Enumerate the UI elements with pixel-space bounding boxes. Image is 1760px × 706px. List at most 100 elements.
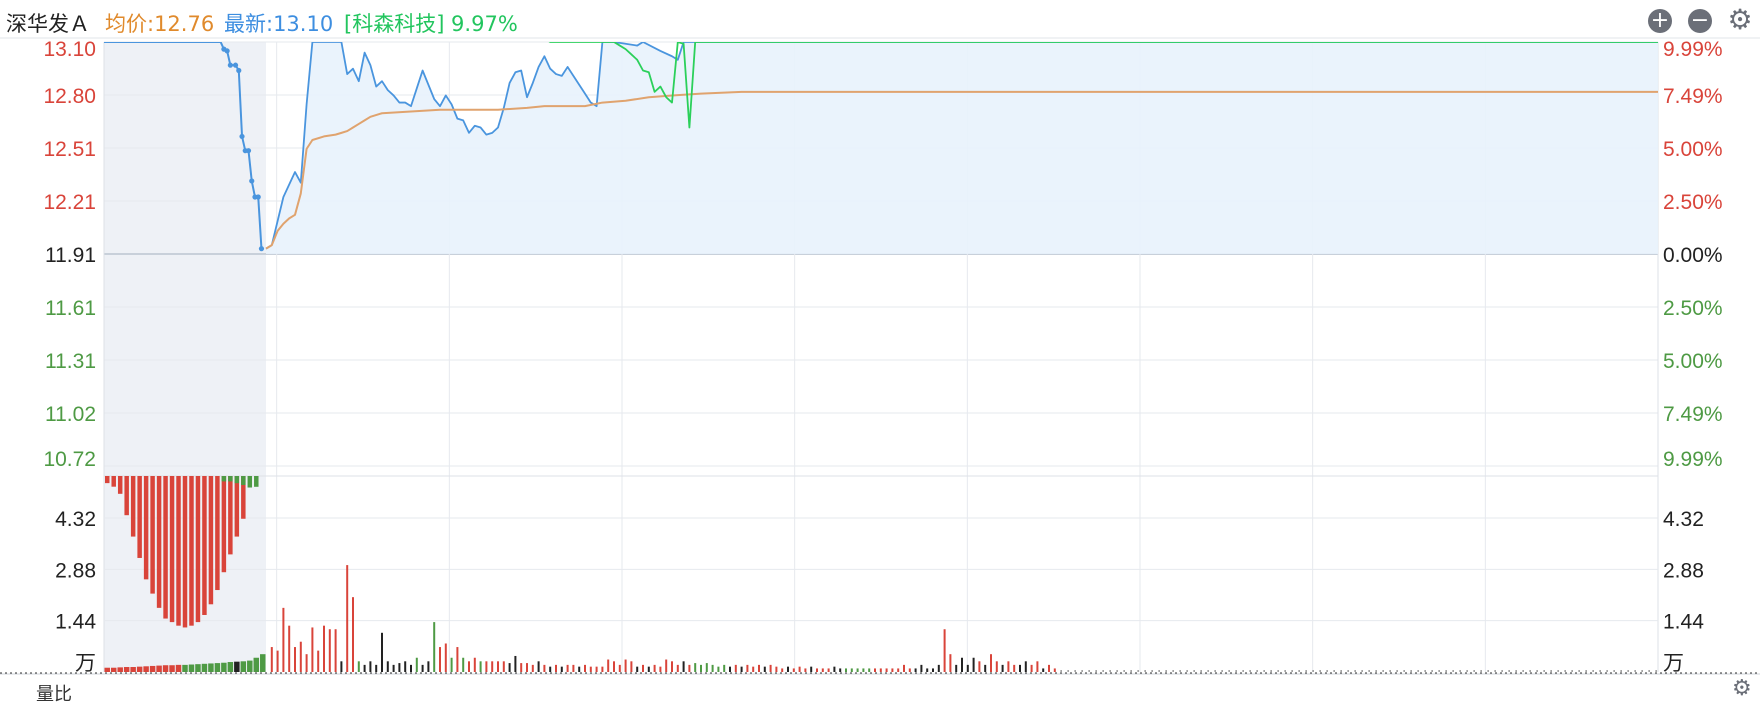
last-price-label: 最新:13.10 xyxy=(224,12,334,36)
volume-unit-label-right: 万 xyxy=(1663,652,1684,675)
volume-bar xyxy=(433,622,436,672)
price-tick-label: 13.10 xyxy=(43,38,96,61)
volume-bar xyxy=(961,657,963,672)
volume-bar xyxy=(688,664,691,672)
percent-tick-label: 7.49% xyxy=(1663,403,1723,426)
pre-market-price-dot xyxy=(249,178,255,184)
volume-bar xyxy=(537,661,540,672)
volume-bar xyxy=(1019,664,1021,672)
volume-bar xyxy=(682,661,685,672)
volume-bar xyxy=(932,668,934,672)
volume-bar xyxy=(792,668,795,672)
volume-bar xyxy=(346,565,349,672)
percent-tick-label: 5.00% xyxy=(1663,138,1723,161)
volume-bar xyxy=(810,666,813,672)
minus-circle-icon[interactable]: − xyxy=(1688,9,1712,33)
compare-stock-line xyxy=(548,42,1658,129)
gear-icon[interactable]: ⚙ xyxy=(1732,676,1752,701)
percent-tick-label: 2.50% xyxy=(1663,191,1723,214)
volume-bar xyxy=(903,664,905,672)
volume-bar xyxy=(676,664,679,672)
pre-market-ratio-tail-bar xyxy=(254,476,259,487)
volume-bar xyxy=(711,664,714,672)
volume-bar xyxy=(311,627,314,672)
pre-market-volume-bar xyxy=(143,666,149,672)
pre-market-volume-bar xyxy=(123,667,130,672)
pre-market-ratio-bar xyxy=(150,476,155,594)
volume-bar xyxy=(642,664,644,672)
pre-market-ratio-bar xyxy=(195,476,201,623)
volume-bar xyxy=(444,643,447,672)
pre-market-ratio-bar xyxy=(143,476,149,580)
stock-name: 深华发Ａ xyxy=(6,12,90,36)
volume-tick-label-right: 2.88 xyxy=(1663,559,1704,582)
volume-bar xyxy=(659,666,662,672)
gear-icon[interactable]: ⚙ xyxy=(1727,3,1753,36)
pre-market-price-dot xyxy=(232,62,239,68)
volume-bar xyxy=(543,664,546,672)
volume-bar xyxy=(607,659,610,672)
pre-market-volume-bar xyxy=(110,667,117,672)
pre-market-volume-bar xyxy=(130,667,136,672)
volume-bar xyxy=(375,664,378,672)
volume-bar xyxy=(781,668,784,672)
volume-bar xyxy=(502,661,505,672)
volume-bar xyxy=(769,664,772,672)
volume-bar xyxy=(415,657,418,672)
pre-market-volume-bar xyxy=(221,662,227,672)
volume-bar xyxy=(897,668,900,672)
volume-bar xyxy=(589,666,592,672)
volume-bar xyxy=(584,664,586,672)
volume-bar xyxy=(294,647,296,672)
pre-market-volume-bar xyxy=(227,662,234,672)
price-tick-label: 12.51 xyxy=(43,138,96,161)
volume-bar xyxy=(276,650,279,672)
volume-bar xyxy=(386,661,389,672)
pre-market-volume-bar xyxy=(156,665,162,672)
volume-bar xyxy=(833,666,836,672)
pre-market-ratio-tail-bar xyxy=(234,476,240,484)
pre-market-volume-bar xyxy=(234,661,240,672)
volume-bar xyxy=(328,629,331,672)
volume-bar xyxy=(624,659,627,672)
volume-bar xyxy=(1024,661,1027,672)
volume-bar xyxy=(647,666,650,672)
volume-bar xyxy=(978,661,981,672)
volume-bar xyxy=(705,663,708,672)
volume-bar xyxy=(850,668,853,672)
volume-bar xyxy=(1001,664,1004,672)
pre-market-volume-bar xyxy=(149,665,156,672)
pre-market-ratio-bar xyxy=(208,476,214,605)
volume-bar xyxy=(862,668,865,672)
volume-bar xyxy=(995,661,998,672)
pre-market-volume-bar xyxy=(182,664,188,672)
compare-stock-label[interactable]: [科森科技] 9.97% xyxy=(344,12,518,36)
volume-bar xyxy=(427,661,430,672)
volume-bar xyxy=(560,666,563,672)
pre-market-ratio-tail-bar xyxy=(241,476,246,485)
pre-market-volume-bar xyxy=(104,667,110,672)
volume-bar xyxy=(369,661,372,672)
volume-bar xyxy=(1013,664,1016,672)
pre-market-ratio-bar xyxy=(176,476,181,626)
volume-bar xyxy=(1036,661,1039,672)
pre-market-ratio-tail-bar xyxy=(221,476,227,482)
volume-bar xyxy=(491,661,494,672)
pre-market-volume-bar xyxy=(162,665,169,672)
pre-market-volume-bar xyxy=(214,663,221,672)
volume-bar xyxy=(775,666,778,672)
volume-bar xyxy=(288,625,291,672)
pre-market-volume-bar xyxy=(175,664,182,672)
volume-bar xyxy=(943,629,946,672)
plus-circle-icon[interactable]: + xyxy=(1648,9,1672,33)
pre-market-ratio-bar xyxy=(234,476,240,537)
volume-bar xyxy=(410,664,412,672)
avg-price-label: 均价:12.76 xyxy=(105,12,215,36)
volume-bar xyxy=(323,625,325,672)
volume-bar xyxy=(839,668,842,672)
volume-bar xyxy=(352,597,354,672)
pre-market-ratio-tail-bar xyxy=(228,476,233,482)
pre-market-ratio-bar xyxy=(111,476,116,487)
intraday-chart: 深华发Ａ 均价:12.76 最新:13.10 [科森科技] 9.97% + − … xyxy=(0,3,1760,705)
volume-bar xyxy=(671,661,673,672)
